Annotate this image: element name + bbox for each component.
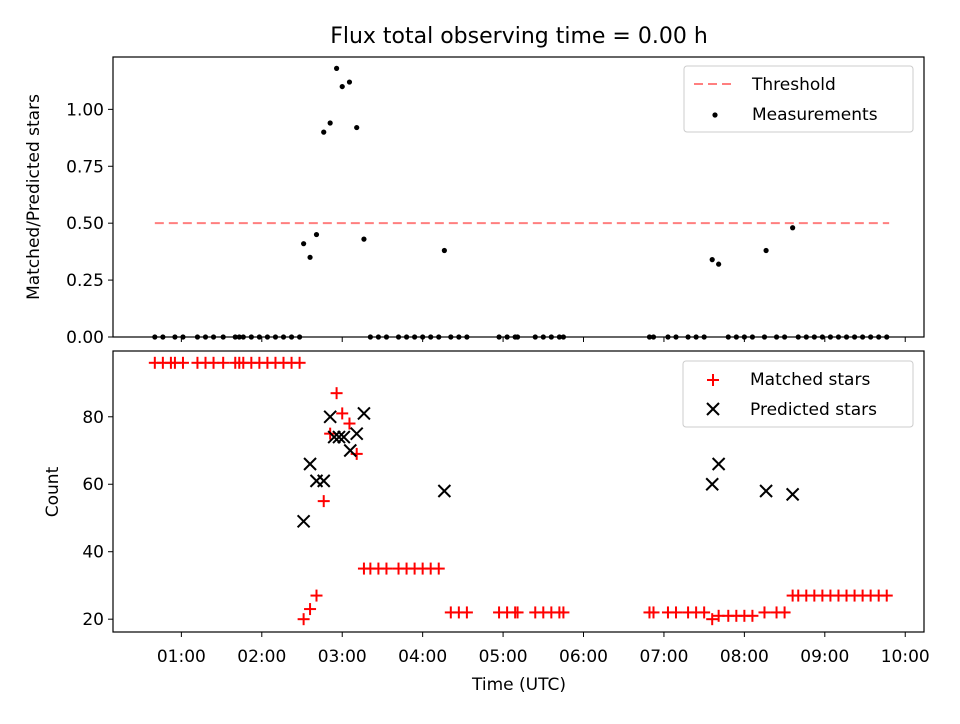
- matched-star-point: [647, 606, 660, 619]
- bottom-plot-frame: [112, 350, 925, 633]
- measurement-point: [313, 231, 320, 238]
- predicted-star-point: [705, 477, 719, 491]
- predicted-stars-legend-swatch: [706, 402, 720, 416]
- matched-star-point: [460, 606, 473, 619]
- top-legend: Threshold Measurements: [683, 65, 914, 133]
- bottom-x-tick-label: 08:00: [720, 647, 769, 667]
- predicted-star-point: [337, 430, 351, 444]
- bottom-x-tick-label: 09:00: [800, 647, 849, 667]
- predicted-star-point: [296, 514, 311, 529]
- bottom-x-tick-label: 07:00: [639, 647, 688, 667]
- matched-star-point: [698, 606, 711, 619]
- measurement-point: [333, 65, 340, 71]
- measurements-legend-swatch: [712, 112, 718, 118]
- matched-star-point: [297, 613, 310, 626]
- measurement-point: [790, 225, 796, 231]
- top-chart-title: Flux total observing time = 0.00 h: [330, 24, 708, 49]
- bottom-y-tick-label: 60: [82, 475, 104, 495]
- bottom-y-tick-label: 40: [82, 543, 104, 563]
- matched-star-point: [336, 407, 349, 420]
- top-plot-frame: [112, 56, 925, 338]
- bottom-y-axis-label: Count: [43, 466, 63, 517]
- predicted-star-point: [327, 430, 341, 444]
- matched-star-point: [310, 589, 323, 602]
- bottom-y-tick-label: 80: [82, 408, 104, 428]
- matched-star-point: [670, 606, 683, 619]
- matched-star-point: [557, 606, 570, 619]
- top-y-axis-label: Matched/Predicted stars: [24, 94, 44, 300]
- measurement-point: [346, 79, 353, 85]
- matched-star-point: [778, 606, 791, 619]
- measurement-point: [339, 83, 345, 90]
- bottom-x-axis-label: Time (UTC): [471, 675, 566, 695]
- measurement-point: [763, 247, 769, 254]
- measurement-point: [709, 257, 715, 263]
- bottom-y-tick-label: 20: [82, 610, 104, 630]
- bottom-x-tick-label: 06:00: [559, 647, 608, 667]
- bottom-x-tick-label: 03:00: [318, 647, 367, 667]
- matched-star-point: [293, 356, 306, 369]
- predicted-star-point: [332, 430, 346, 444]
- matched-star-point: [746, 609, 759, 622]
- matched-star-point: [380, 562, 393, 575]
- measurement-point: [354, 124, 360, 131]
- measurement-point: [307, 254, 313, 260]
- threshold-legend-label: Threshold: [751, 75, 836, 95]
- matched-star-point: [176, 356, 189, 369]
- top-legend-box: [683, 65, 914, 133]
- measurements-legend-label: Measurements: [752, 105, 878, 125]
- predicted-star-point: [357, 406, 371, 421]
- bottom-x-tick-label: 02:00: [237, 647, 286, 667]
- matched-star-point: [706, 613, 719, 626]
- top-y-tick-label: 0.00: [66, 328, 104, 348]
- top-y-tick-label: 0.50: [66, 214, 104, 234]
- matched-star-point: [343, 417, 356, 430]
- bottom-x-tick-label: 01:00: [157, 647, 206, 667]
- bottom-legend-box: [682, 360, 914, 428]
- predicted-star-point: [437, 484, 452, 498]
- bottom-x-tick-label: 05:00: [479, 647, 528, 667]
- bottom-x-tick-label: 04:00: [398, 647, 447, 667]
- predicted-star-point: [711, 457, 726, 471]
- predicted-star-point: [303, 457, 317, 471]
- top-y-tick-label: 1.00: [66, 100, 104, 120]
- matched-star-point: [758, 606, 771, 619]
- measurement-point: [321, 129, 327, 135]
- predicted-star-point: [785, 487, 800, 502]
- predicted-star-point: [343, 443, 357, 458]
- matched-star-point: [217, 356, 230, 369]
- predicted-star-point: [349, 426, 364, 441]
- matched-star-point: [511, 606, 524, 619]
- matched-star-point: [880, 589, 893, 602]
- matched-star-point: [330, 387, 343, 400]
- predicted-star-point: [323, 410, 337, 424]
- matched-stars-legend-label: Matched stars: [750, 370, 870, 390]
- matched-star-point: [432, 562, 445, 575]
- matched-star-point: [304, 603, 317, 616]
- measurement-point: [716, 261, 722, 267]
- matched-star-point: [317, 495, 330, 508]
- bottom-legend: Matched stars Predicted stars: [682, 360, 914, 428]
- measurement-point: [441, 247, 447, 254]
- measurement-point: [327, 120, 333, 126]
- measurement-point: [301, 241, 307, 247]
- predicted-stars-legend-label: Predicted stars: [750, 400, 877, 420]
- predicted-star-point: [759, 484, 773, 498]
- bottom-x-tick-label: 10:00: [881, 647, 930, 667]
- top-y-tick-label: 0.25: [66, 271, 104, 291]
- matched-stars-legend-swatch: [707, 374, 719, 386]
- measurement-point: [361, 236, 367, 242]
- top-y-tick-label: 0.75: [66, 157, 104, 177]
- predicted-star-point: [317, 474, 331, 488]
